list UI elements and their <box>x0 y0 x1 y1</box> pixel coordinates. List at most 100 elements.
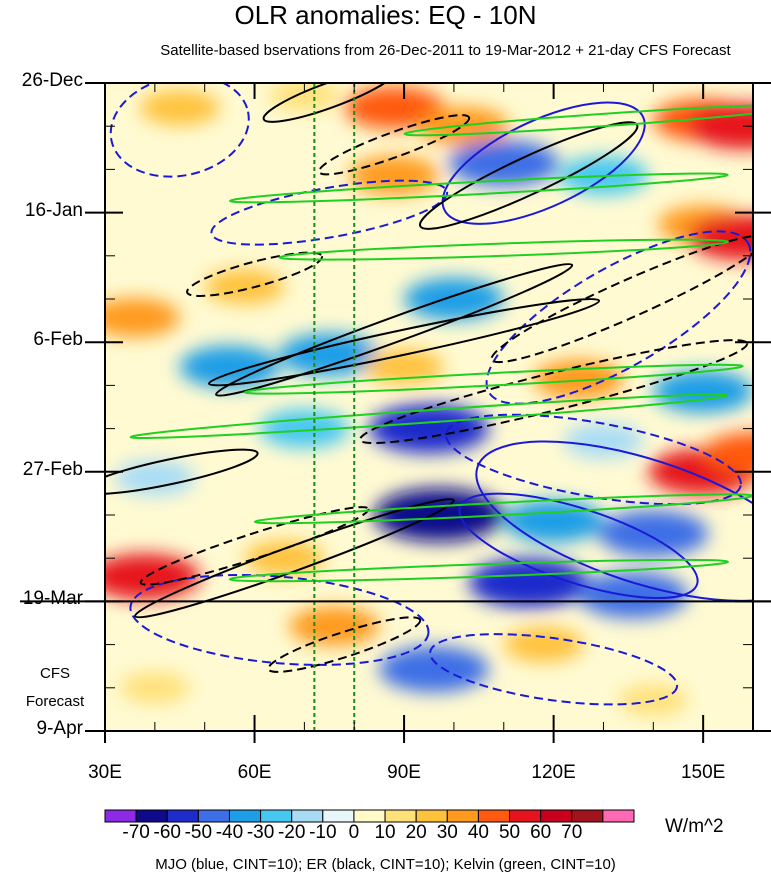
colorbar-box <box>571 809 604 823</box>
colorbar-box <box>602 809 635 823</box>
colorbar-label: 20 <box>405 822 427 843</box>
anomaly-core <box>716 115 753 138</box>
x-tick-label: 150E <box>680 762 726 783</box>
anomaly-cell <box>703 432 753 475</box>
filter-legend-text: MJO (blue, CINT=10); ER (black, CINT=10)… <box>155 856 616 873</box>
anomaly-core <box>524 636 563 654</box>
colorbar-label: 10 <box>374 822 396 843</box>
x-tick-label: 120E <box>531 762 576 783</box>
y-tick-label: 27-Feb <box>22 458 83 480</box>
anomaly-core <box>160 99 199 117</box>
er-contour <box>139 506 370 586</box>
plot-frame <box>104 82 754 732</box>
anomaly-core <box>138 680 172 696</box>
anomaly-core <box>679 381 728 402</box>
anomaly-field <box>105 83 753 716</box>
y-tick-label: 6-Feb <box>33 329 83 351</box>
kelvin-contour <box>228 172 729 204</box>
chart-subtitle: Satellite-based bservations from 26-Dec-… <box>160 42 731 59</box>
mjo-contour <box>475 440 753 602</box>
mjo-contour <box>441 101 646 225</box>
colorbar-box <box>166 809 199 823</box>
er-contour <box>418 121 639 230</box>
anomaly-core <box>205 356 254 378</box>
colorbar-box <box>384 809 417 823</box>
forecast-label-2: Forecast <box>25 693 85 710</box>
anomaly-core <box>557 369 601 389</box>
x-tick-label: 60E <box>237 762 272 783</box>
colorbar-label: 50 <box>498 822 521 843</box>
anomaly-core <box>265 549 304 567</box>
mjo-contour <box>445 413 742 506</box>
kelvin-contour <box>278 238 729 261</box>
colorbar-units: W/m^2 <box>665 816 724 837</box>
forecast-label-1: CFS <box>40 665 70 682</box>
anomaly-core <box>312 616 356 636</box>
mjo-contour <box>129 573 430 666</box>
anomaly-core <box>477 152 531 175</box>
anomaly-core <box>135 469 174 487</box>
colorbar-box <box>540 809 573 823</box>
x-tick-label: 90E <box>387 762 421 783</box>
er-contour <box>134 498 455 619</box>
anomaly-core <box>407 658 461 681</box>
anomaly-core <box>287 87 321 104</box>
mjo-contour <box>485 230 752 405</box>
anomaly-core <box>370 97 419 118</box>
er-contour <box>267 616 422 673</box>
er-contour <box>359 339 749 445</box>
mjo-contour <box>109 83 250 178</box>
kelvin-contour <box>129 393 729 440</box>
colorbar-label: -20 <box>277 822 306 843</box>
colorbar-box <box>322 809 355 823</box>
y-tick-label: 19-Mar <box>22 588 83 610</box>
colorbar-label: 30 <box>436 822 458 843</box>
er-contour <box>215 263 574 397</box>
kelvin-contour <box>243 363 744 395</box>
colorbar-box <box>415 809 448 823</box>
colorbar-label: -50 <box>184 822 213 843</box>
colorbar-box <box>197 809 230 823</box>
anomaly-core <box>372 166 416 185</box>
er-contour <box>105 448 259 496</box>
colorbar-box <box>353 809 386 823</box>
colorbar-box <box>228 809 262 823</box>
colorbar-box <box>446 809 479 823</box>
anomaly-core <box>529 510 578 532</box>
kelvin-contour <box>228 558 729 583</box>
colorbar-label: 0 <box>348 822 360 843</box>
colorbar-label: 40 <box>467 822 489 843</box>
anomaly-core <box>113 308 157 327</box>
colorbar-box <box>260 809 293 823</box>
y-tick-label: 26-Dec <box>21 70 83 91</box>
filter-contours <box>105 83 753 706</box>
colorbar-box <box>509 809 542 823</box>
colorbar-box <box>135 809 168 823</box>
colorbar-label: -60 <box>153 822 181 843</box>
colorbar-box <box>104 809 137 823</box>
y-tick-label: 16-Jan <box>24 199 83 221</box>
y-tick-label: 9-Apr <box>36 718 83 739</box>
colorbar-label: -40 <box>215 822 244 843</box>
chart-title: OLR anomalies: EQ - 10N <box>234 0 537 30</box>
colorbar-box <box>477 809 511 823</box>
colorbar-label: -70 <box>122 822 150 843</box>
anomaly-core <box>499 571 558 595</box>
kelvin-contour <box>403 103 753 137</box>
colorbar-label: -30 <box>246 822 275 843</box>
anomaly-core <box>385 358 424 376</box>
colorbar-label: -10 <box>309 822 337 843</box>
anomaly-core <box>118 565 172 588</box>
er-contour <box>186 251 324 297</box>
anomaly-core <box>626 522 680 545</box>
mjo-contour <box>210 179 449 246</box>
anomaly-core <box>429 288 478 310</box>
anomaly-core <box>729 443 753 464</box>
x-tick-label: 30E <box>88 762 122 783</box>
colorbar-label: 60 <box>530 822 552 843</box>
colorbar-box <box>291 809 324 823</box>
anomaly-core <box>282 419 326 438</box>
er-contour <box>318 114 471 176</box>
anomaly-core <box>225 278 264 296</box>
